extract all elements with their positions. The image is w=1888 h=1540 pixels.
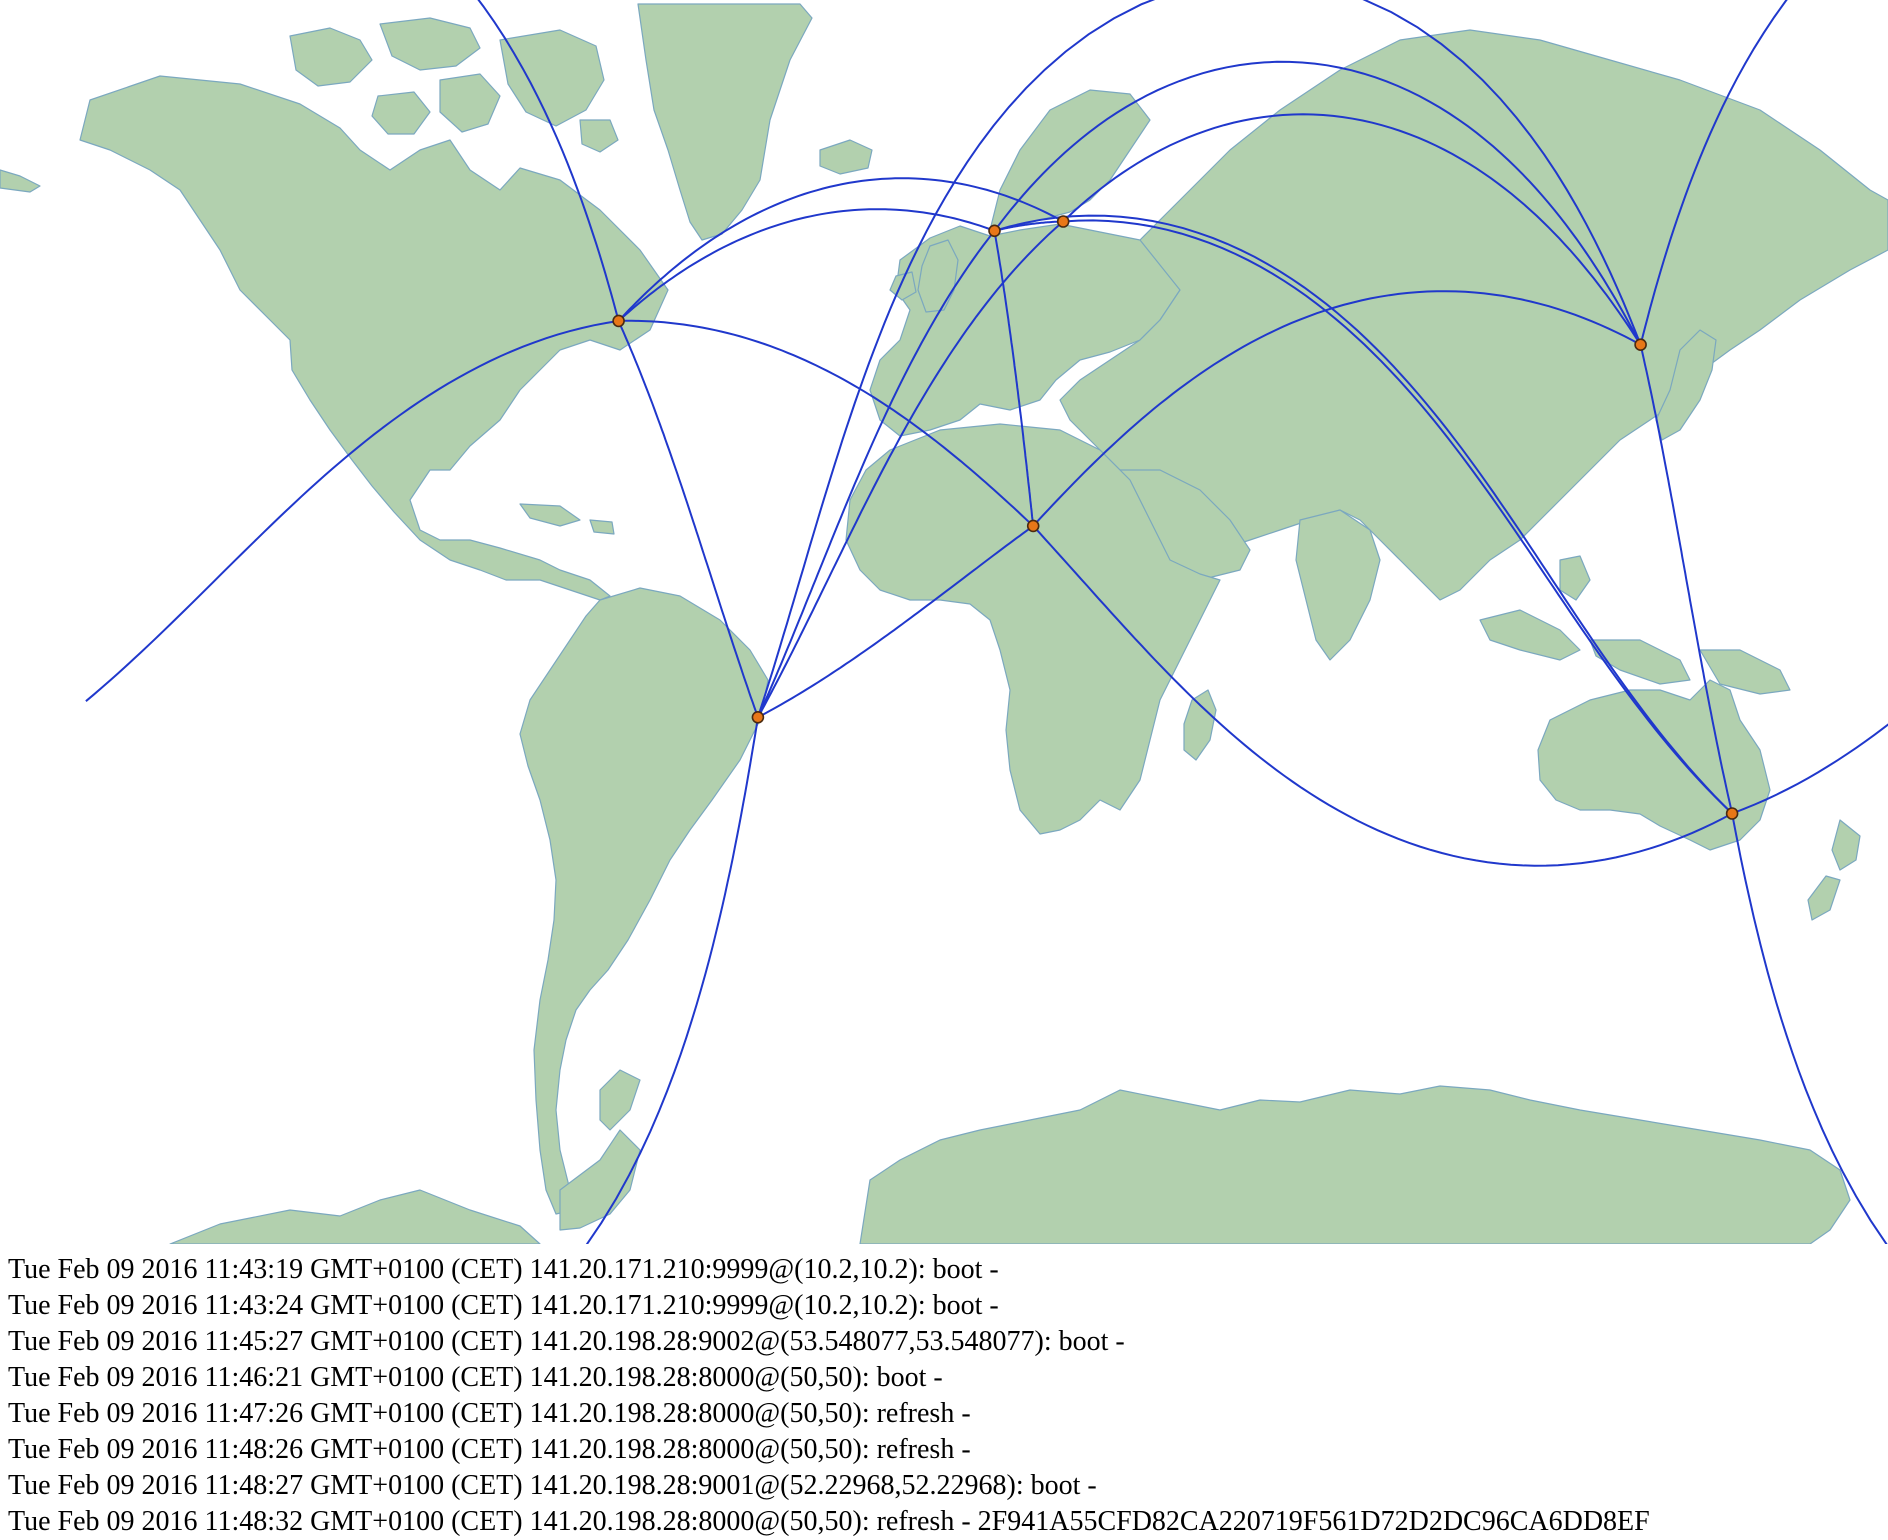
log-entry: Tue Feb 09 2016 11:43:19 GMT+0100 (CET) … bbox=[8, 1252, 1888, 1288]
log-entry: Tue Feb 09 2016 11:43:24 GMT+0100 (CET) … bbox=[8, 1288, 1888, 1324]
landmass-north-america bbox=[80, 76, 668, 600]
peer-node-melbourne[interactable] bbox=[1727, 808, 1738, 819]
landmass-madagascar bbox=[1184, 690, 1216, 760]
landmass-aleutians bbox=[0, 170, 40, 192]
event-log: Tue Feb 09 2016 11:43:19 GMT+0100 (CET) … bbox=[8, 1252, 1888, 1540]
peer-node-lagos[interactable] bbox=[1028, 520, 1039, 531]
landmass-india bbox=[1296, 510, 1380, 660]
landmass-antarctica bbox=[170, 1086, 1850, 1244]
peer-node-london[interactable] bbox=[989, 225, 1000, 236]
landmass-australia bbox=[1538, 680, 1770, 850]
world-map-panel bbox=[0, 0, 1888, 1244]
log-entry: Tue Feb 09 2016 11:45:27 GMT+0100 (CET) … bbox=[8, 1324, 1888, 1360]
landmass-caribbean bbox=[520, 504, 614, 534]
peer-node-seoul[interactable] bbox=[1635, 339, 1646, 350]
landmass-antarctic-peninsula bbox=[560, 1070, 640, 1230]
log-entry: Tue Feb 09 2016 11:48:27 GMT+0100 (CET) … bbox=[8, 1468, 1888, 1504]
peer-node-new-york[interactable] bbox=[613, 315, 624, 326]
log-entry: Tue Feb 09 2016 11:47:26 GMT+0100 (CET) … bbox=[8, 1396, 1888, 1432]
landmass-scandinavia bbox=[990, 90, 1150, 230]
land-layer bbox=[0, 4, 1888, 1244]
landmass-new-zealand bbox=[1808, 820, 1860, 920]
peer-node-sao-paulo[interactable] bbox=[752, 712, 763, 723]
log-entry: Tue Feb 09 2016 11:46:21 GMT+0100 (CET) … bbox=[8, 1360, 1888, 1396]
landmass-indonesia bbox=[1480, 556, 1790, 694]
peer-node-berlin[interactable] bbox=[1058, 216, 1069, 227]
landmass-iceland bbox=[820, 140, 872, 174]
landmass-south-america bbox=[520, 588, 768, 1214]
log-entry: Tue Feb 09 2016 11:48:26 GMT+0100 (CET) … bbox=[8, 1432, 1888, 1468]
world-map bbox=[0, 0, 1888, 1244]
log-entry: Tue Feb 09 2016 11:48:32 GMT+0100 (CET) … bbox=[8, 1504, 1888, 1540]
landmass-greenland bbox=[638, 4, 812, 240]
